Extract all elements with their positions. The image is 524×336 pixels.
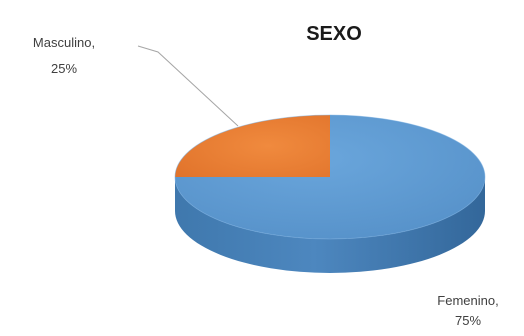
leader-line-masculino <box>137 45 239 127</box>
pie-slice-masculino <box>175 115 330 177</box>
pie-top-rim <box>174 114 486 240</box>
pie-slice-femenino-side <box>175 177 485 273</box>
data-label-masculino: Masculino, 25% <box>33 35 95 76</box>
data-label-masculino-name: Masculino, <box>33 35 95 50</box>
data-label-femenino-percent: 75% <box>455 313 481 328</box>
data-label-masculino-percent: 25% <box>51 61 77 76</box>
pie-group <box>174 114 486 273</box>
data-label-femenino-name: Femenino, <box>437 293 498 308</box>
chart-title: SEXO <box>306 23 362 45</box>
data-label-femenino: Femenino, 75% <box>437 293 498 328</box>
